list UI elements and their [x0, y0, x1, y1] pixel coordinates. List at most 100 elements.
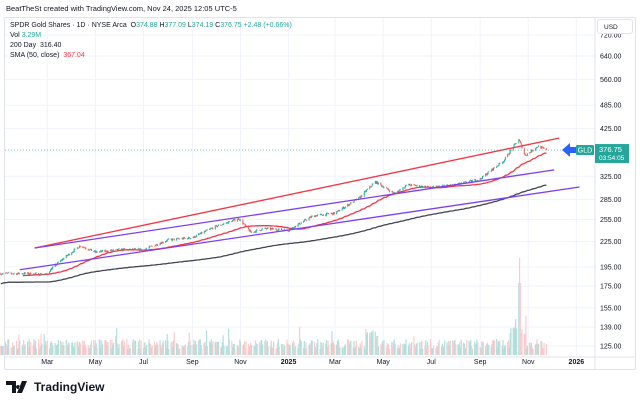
candle: [217, 224, 219, 227]
candle: [171, 239, 173, 241]
volume-bar: [105, 339, 107, 355]
candle: [46, 273, 48, 275]
volume-bar: [21, 346, 23, 355]
volume-bar: [104, 340, 106, 355]
volume-bar: [127, 348, 129, 355]
candle: [515, 143, 517, 144]
volume-bar: [354, 346, 357, 355]
volume-bar: [209, 343, 212, 355]
volume-bar: [139, 348, 141, 355]
candle: [369, 186, 371, 190]
candle: [107, 250, 109, 252]
ma200-row[interactable]: 200 Day 316.40: [10, 42, 62, 49]
volume-bar: [22, 344, 24, 355]
volume-bar: [63, 345, 65, 355]
y-tick-label: 285.00: [600, 197, 622, 204]
volume-row[interactable]: Vol 3.29M: [10, 32, 42, 39]
volume-bar: [2, 346, 4, 355]
sma50-row[interactable]: SMA (50, close) 367.04: [10, 52, 85, 59]
volume-bar: [26, 341, 29, 355]
volume-bar: [537, 343, 539, 355]
volume-bar: [111, 339, 113, 355]
candle: [359, 196, 361, 198]
candle: [476, 180, 478, 182]
candle: [115, 249, 117, 250]
candle: [491, 168, 493, 171]
symbol-title[interactable]: SPDR Gold Shares · 1D · NYSE Arca: [10, 22, 127, 29]
volume-bar: [138, 341, 140, 355]
volume-bar: [354, 348, 356, 355]
volume-bar: [203, 343, 205, 355]
volume-bar: [399, 343, 402, 355]
volume-bar: [220, 346, 222, 355]
volume-bar: [162, 340, 164, 355]
volume-bar: [381, 346, 383, 355]
candle: [514, 143, 516, 145]
candle: [78, 247, 80, 249]
candle: [392, 192, 394, 194]
volume-bar: [61, 345, 63, 355]
candle: [27, 272, 29, 274]
candle: [409, 183, 411, 186]
candle: [68, 253, 70, 256]
candle: [498, 162, 500, 166]
candle: [277, 229, 279, 231]
candle: [422, 185, 424, 188]
volume-bar: [106, 346, 108, 355]
candle: [233, 219, 235, 220]
volume-bar: [482, 341, 484, 355]
candle: [154, 246, 156, 247]
volume-bar: [404, 344, 406, 355]
candle: [372, 183, 374, 185]
volume-bar: [514, 327, 516, 355]
candle: [326, 213, 328, 214]
volume-bar: [536, 339, 538, 355]
candle: [261, 228, 263, 231]
candle: [212, 227, 214, 230]
volume-bar: [309, 343, 311, 355]
volume-bar: [143, 342, 145, 355]
volume-bar: [45, 340, 47, 355]
candle: [122, 248, 124, 251]
candle: [239, 219, 241, 221]
candle: [388, 190, 390, 192]
volume-bar: [491, 344, 493, 355]
candle: [21, 273, 23, 275]
candle: [142, 249, 144, 251]
volume-bar: [398, 348, 400, 355]
candle: [195, 235, 197, 237]
volume-bar: [353, 340, 355, 355]
x-tick-label: Mar: [41, 359, 54, 366]
candle: [420, 185, 422, 187]
candle: [272, 228, 274, 230]
candle: [135, 248, 137, 250]
candle: [278, 228, 280, 230]
volume-bar: [300, 341, 302, 355]
volume-bar: [308, 345, 310, 355]
volume-bar: [157, 344, 159, 355]
candle: [155, 244, 157, 246]
volume-bar: [271, 347, 273, 355]
candle: [199, 233, 201, 235]
volume-bar: [237, 347, 239, 355]
candle: [415, 185, 417, 187]
volume-bar: [503, 346, 506, 355]
candle: [488, 171, 490, 173]
volume-bar: [282, 348, 284, 355]
volume-bar: [101, 344, 104, 355]
volume-bar: [67, 342, 70, 355]
volume-bar: [146, 344, 148, 355]
volume-bar: [77, 343, 79, 355]
tradingview-logo[interactable]: TradingView: [6, 380, 104, 394]
candle: [437, 186, 439, 187]
volume-bar: [183, 346, 186, 355]
candle: [181, 238, 183, 240]
volume-bar: [311, 340, 313, 355]
candle: [57, 262, 59, 265]
volume-bar: [187, 346, 189, 355]
candle: [198, 233, 200, 235]
volume-bar: [272, 341, 275, 355]
candle: [524, 153, 526, 156]
currency-button[interactable]: USD: [597, 19, 633, 34]
